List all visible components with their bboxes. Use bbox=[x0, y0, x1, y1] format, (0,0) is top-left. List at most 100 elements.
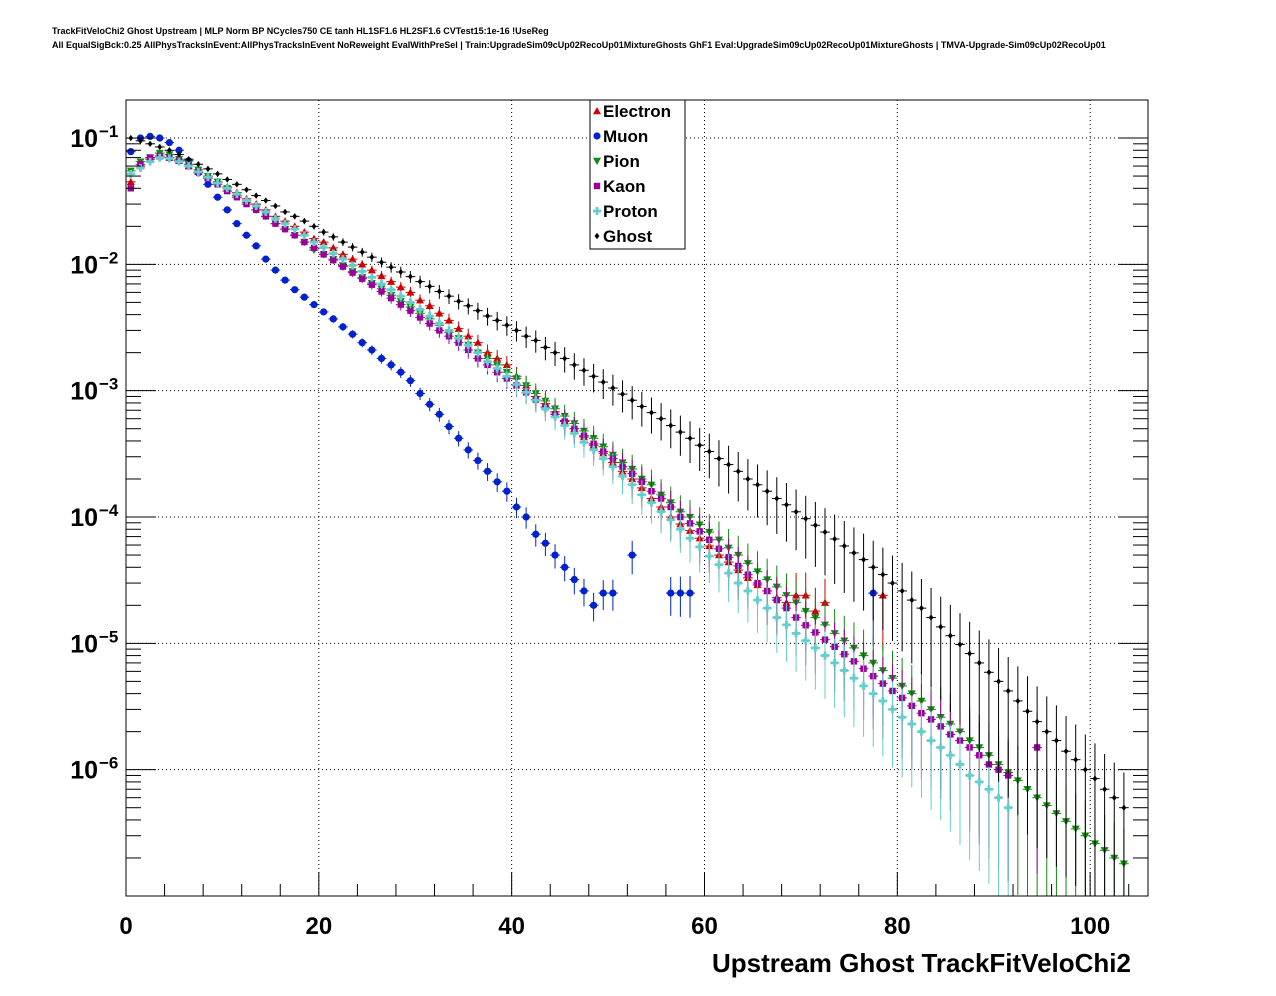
cross-marker bbox=[878, 696, 887, 705]
cross-marker bbox=[281, 219, 290, 228]
circle-marker bbox=[532, 530, 540, 538]
data-point bbox=[203, 173, 213, 182]
data-point bbox=[521, 382, 531, 405]
data-point bbox=[299, 238, 310, 246]
legend-label: Pion bbox=[603, 152, 640, 171]
circle-marker bbox=[686, 589, 694, 597]
cross-marker bbox=[329, 249, 338, 258]
data-point bbox=[1080, 734, 1091, 896]
data-point bbox=[511, 321, 522, 342]
diamond-marker bbox=[427, 283, 433, 290]
chart-title-line-2: All EqualSigBck:0.25 AllPhysTracksInEven… bbox=[52, 40, 1106, 50]
data-point bbox=[656, 403, 666, 441]
diamond-marker bbox=[594, 232, 600, 240]
chart-title-line-1: TrackFitVeloChi2 Ghost Upstream | MLP No… bbox=[52, 26, 549, 36]
data-point bbox=[492, 311, 503, 331]
data-point bbox=[1051, 705, 1062, 867]
x-tick-label: 0 bbox=[119, 913, 132, 940]
data-point bbox=[405, 296, 416, 309]
data-point bbox=[694, 427, 705, 471]
data-point bbox=[820, 508, 830, 576]
diamond-marker bbox=[388, 263, 394, 271]
legend-entry-kaon: Kaon bbox=[593, 177, 646, 196]
data-point bbox=[945, 604, 956, 712]
circle-marker bbox=[455, 434, 463, 442]
cross-marker bbox=[387, 285, 396, 294]
cross-marker bbox=[599, 454, 608, 463]
cross-marker bbox=[126, 169, 135, 178]
diamond-marker bbox=[687, 435, 693, 442]
data-point bbox=[260, 207, 271, 216]
data-point bbox=[598, 580, 609, 610]
data-point bbox=[887, 681, 898, 768]
diamond-marker bbox=[947, 632, 953, 639]
data-point bbox=[135, 137, 146, 145]
triangle-up-marker bbox=[367, 266, 376, 274]
data-point bbox=[154, 143, 165, 151]
diamond-marker bbox=[851, 549, 857, 557]
data-point bbox=[598, 445, 609, 476]
square-marker bbox=[397, 301, 404, 308]
diamond-marker bbox=[841, 542, 847, 550]
circle-marker bbox=[358, 339, 366, 347]
circle-marker bbox=[165, 139, 173, 147]
diamond-marker bbox=[1111, 794, 1117, 801]
data-point bbox=[598, 369, 609, 399]
circle-marker bbox=[590, 601, 598, 609]
data-point bbox=[318, 243, 329, 252]
cross-marker bbox=[994, 793, 1003, 802]
data-point bbox=[347, 268, 358, 277]
data-point bbox=[540, 532, 551, 557]
data-point bbox=[964, 743, 975, 860]
data-point bbox=[145, 157, 155, 166]
data-point bbox=[608, 374, 618, 406]
y-tick-base: 10 bbox=[70, 630, 98, 658]
data-point bbox=[473, 344, 483, 362]
diamond-marker bbox=[157, 143, 163, 151]
legend-entry-muon: Muon bbox=[593, 127, 648, 146]
data-point bbox=[492, 473, 503, 492]
data-point bbox=[926, 710, 936, 810]
data-point bbox=[502, 367, 512, 387]
circle-marker bbox=[541, 539, 550, 547]
square-marker bbox=[416, 314, 424, 321]
y-tick-label: 10 bbox=[70, 251, 98, 279]
diamond-marker bbox=[1082, 766, 1088, 773]
cross-marker bbox=[310, 238, 319, 247]
data-point bbox=[212, 170, 223, 178]
y-tick-exponent: −5 bbox=[99, 627, 118, 646]
triangle-up-marker bbox=[387, 277, 396, 285]
diamond-marker bbox=[928, 614, 934, 621]
series-proton bbox=[126, 153, 1014, 896]
circle-marker bbox=[416, 389, 424, 398]
diamond-marker bbox=[523, 332, 529, 340]
diamond-marker bbox=[215, 170, 220, 178]
data-point bbox=[569, 421, 580, 449]
cross-marker bbox=[271, 214, 280, 223]
data-point bbox=[367, 252, 377, 263]
legend: Electron Muon Pion Kaon Proton Ghost bbox=[589, 99, 686, 250]
x-tick-label: 60 bbox=[691, 913, 718, 940]
data-point bbox=[463, 442, 474, 459]
data-point bbox=[502, 316, 512, 336]
cross-marker bbox=[213, 179, 222, 188]
diamond-marker bbox=[812, 522, 818, 529]
legend-entry-electron: Electron bbox=[593, 102, 671, 121]
data-point bbox=[270, 214, 281, 223]
data-point bbox=[328, 233, 339, 241]
data-point bbox=[318, 251, 329, 258]
data-point bbox=[328, 256, 339, 264]
x-axis-label: Upstream Ghost TrackFitVeloChi2 bbox=[712, 948, 1131, 978]
diamond-marker bbox=[1092, 775, 1098, 782]
data-point bbox=[511, 375, 522, 396]
data-point bbox=[453, 331, 464, 347]
data-point bbox=[916, 702, 927, 798]
data-point bbox=[338, 262, 348, 271]
triangle-up-marker bbox=[319, 238, 328, 246]
diamond-marker bbox=[330, 233, 336, 241]
data-point bbox=[752, 579, 763, 633]
diamond-marker bbox=[774, 495, 780, 502]
data-point bbox=[463, 337, 474, 354]
data-point bbox=[1041, 696, 1052, 858]
circle-marker bbox=[570, 575, 578, 584]
